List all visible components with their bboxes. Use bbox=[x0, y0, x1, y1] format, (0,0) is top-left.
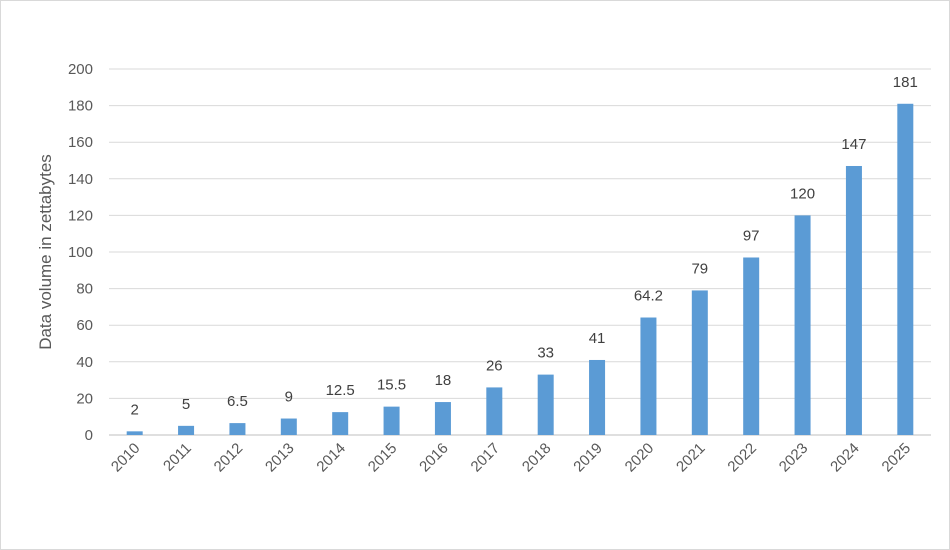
x-tick-label-2024: 2024 bbox=[827, 440, 863, 476]
data-label-2014: 12.5 bbox=[326, 382, 355, 399]
data-label-2019: 41 bbox=[589, 330, 606, 347]
y-tick-label: 40 bbox=[76, 354, 93, 371]
y-tick-label: 20 bbox=[76, 390, 93, 407]
x-tick-label-2014: 2014 bbox=[313, 440, 349, 476]
y-axis-ticks: 0 20 40 60 80 100 120 140 160 180 200 bbox=[68, 61, 93, 444]
bar-2021 bbox=[691, 290, 708, 435]
x-axis-ticks: 2010 2011 2012 2013 2014 2015 2016 2017 2018 2019… bbox=[108, 440, 914, 476]
x-tick-label-2011: 2011 bbox=[160, 440, 195, 475]
bar-2020 bbox=[640, 317, 657, 435]
x-tick-label-2018: 2018 bbox=[519, 440, 555, 476]
bar-2018 bbox=[537, 374, 554, 435]
x-tick-label-2012: 2012 bbox=[211, 440, 247, 476]
data-labels: 2 5 6.5 9 12.5 15.5 18 26 33 41 64.2 79 97 120 147 181 bbox=[131, 74, 918, 419]
bar-2022 bbox=[743, 257, 760, 435]
x-tick-label-2021: 2021 bbox=[673, 440, 709, 476]
y-tick-label: 0 bbox=[85, 427, 93, 444]
bar-2012 bbox=[229, 423, 246, 435]
x-tick-label-2019: 2019 bbox=[570, 440, 606, 476]
x-tick-label-2017: 2017 bbox=[468, 440, 504, 476]
data-label-2016: 18 bbox=[435, 372, 452, 389]
bar-2024 bbox=[845, 165, 862, 436]
data-label-2023: 120 bbox=[790, 185, 815, 202]
x-tick-label-2015: 2015 bbox=[365, 440, 401, 476]
y-axis-title: Data volume in zettabytes bbox=[36, 154, 55, 350]
x-tick-label-2010: 2010 bbox=[108, 440, 144, 476]
data-label-2012: 6.5 bbox=[227, 393, 248, 410]
bar-2015 bbox=[383, 406, 400, 435]
y-tick-label: 60 bbox=[76, 317, 93, 334]
x-tick-label-2025: 2025 bbox=[879, 440, 915, 476]
bar-2025 bbox=[897, 103, 914, 436]
bar-2019 bbox=[589, 359, 606, 435]
x-tick-label-2022: 2022 bbox=[724, 440, 760, 476]
data-label-2013: 9 bbox=[285, 389, 293, 406]
data-label-2011: 5 bbox=[182, 396, 190, 413]
y-tick-label: 120 bbox=[68, 207, 93, 224]
data-label-2015: 15.5 bbox=[377, 377, 406, 394]
y-tick-label: 200 bbox=[68, 61, 93, 78]
bar-2010 bbox=[126, 431, 143, 435]
bar-2011 bbox=[178, 425, 195, 435]
x-tick-label-2023: 2023 bbox=[776, 440, 812, 476]
data-label-2024: 147 bbox=[841, 136, 866, 153]
data-label-2022: 97 bbox=[743, 227, 760, 244]
data-label-2018: 33 bbox=[537, 345, 554, 362]
bars bbox=[126, 103, 914, 436]
data-label-2017: 26 bbox=[486, 357, 503, 374]
bar-2017 bbox=[486, 387, 503, 435]
x-tick-label-2016: 2016 bbox=[416, 440, 452, 476]
y-tick-label: 140 bbox=[68, 171, 93, 188]
y-tick-label: 100 bbox=[68, 244, 93, 261]
y-tick-label: 160 bbox=[68, 134, 93, 151]
y-tick-label: 180 bbox=[68, 98, 93, 115]
gridlines bbox=[109, 68, 931, 436]
bar-2016 bbox=[434, 402, 451, 435]
bar-2014 bbox=[332, 412, 349, 435]
data-label-2010: 2 bbox=[131, 401, 139, 418]
x-tick-label-2013: 2013 bbox=[262, 440, 298, 476]
data-label-2020: 64.2 bbox=[634, 288, 663, 305]
x-tick-label-2020: 2020 bbox=[622, 440, 658, 476]
data-label-2021: 79 bbox=[691, 260, 708, 277]
y-tick-label: 80 bbox=[76, 281, 93, 298]
data-label-2025: 181 bbox=[893, 74, 918, 91]
bar-2013 bbox=[280, 418, 297, 435]
bar-2023 bbox=[794, 215, 811, 435]
